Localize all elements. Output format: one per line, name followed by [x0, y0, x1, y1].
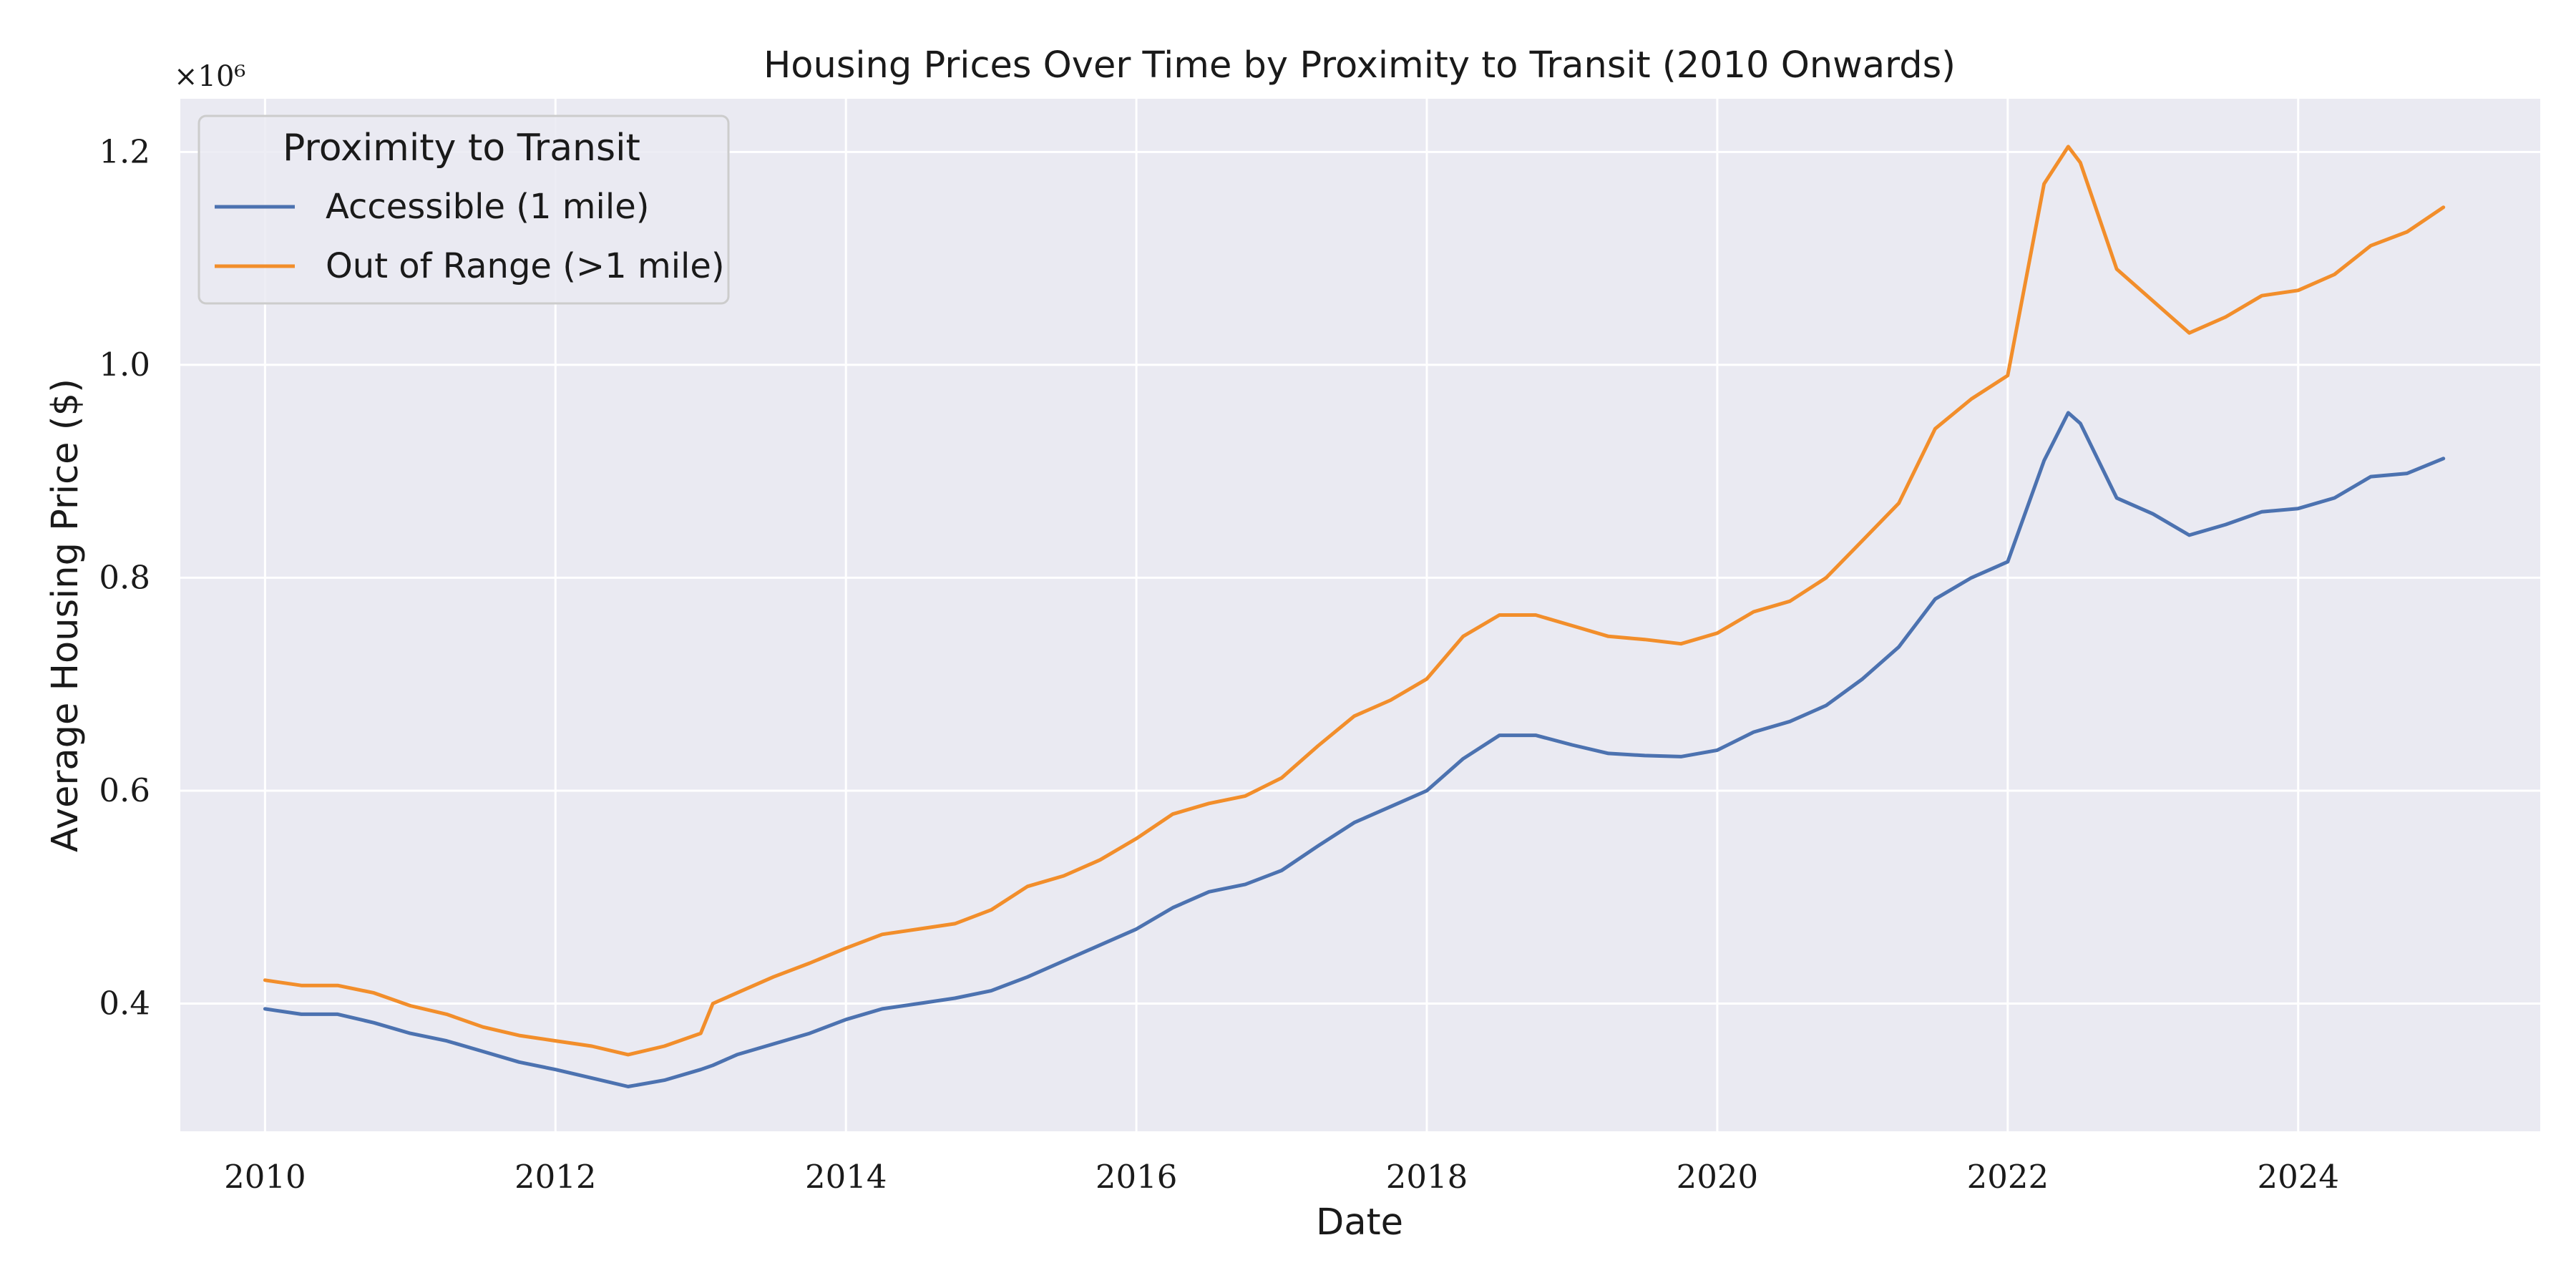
legend: Proximity to Transit Accessible (1 mile)… — [197, 114, 730, 305]
y-tick-label: 1.0 — [99, 346, 150, 384]
y-tick-label: 0.6 — [99, 771, 150, 809]
y-tick-labels: 0.4 0.6 0.8 1.0 1.2 — [99, 132, 150, 1022]
legend-box — [197, 114, 730, 305]
x-tick-label: 2020 — [1677, 1158, 1759, 1196]
y-axis-label: Average Housing Price ($) — [44, 379, 87, 852]
series-line-out-of-range — [263, 145, 2446, 1057]
x-tick-label: 2012 — [514, 1158, 597, 1196]
x-tick-label: 2010 — [224, 1158, 306, 1196]
legend-label-accessible: Accessible (1 mile) — [326, 187, 649, 227]
series-line-accessible — [263, 411, 2446, 1088]
legend-title: Proximity to Transit — [283, 127, 640, 170]
x-tick-labels: 2010 2012 2014 2016 2018 2020 2022 2024 — [224, 1158, 2339, 1196]
legend-label-out-of-range: Out of Range (>1 mile) — [326, 246, 725, 286]
gridlines — [180, 99, 2540, 1131]
y-offset-label: ×10⁶ — [174, 60, 245, 93]
chart-title: Housing Prices Over Time by Proximity to… — [763, 44, 1956, 87]
y-tick-label: 1.2 — [99, 132, 150, 170]
y-tick-label: 0.8 — [99, 558, 150, 596]
x-tick-label: 2016 — [1096, 1158, 1178, 1196]
series-lines — [263, 145, 2446, 1088]
x-tick-label: 2022 — [1967, 1158, 2049, 1196]
x-tick-label: 2014 — [805, 1158, 887, 1196]
x-tick-label: 2018 — [1386, 1158, 1468, 1196]
x-axis-label: Date — [1316, 1201, 1403, 1244]
y-tick-label: 0.4 — [99, 984, 150, 1022]
x-tick-label: 2024 — [2257, 1158, 2339, 1196]
